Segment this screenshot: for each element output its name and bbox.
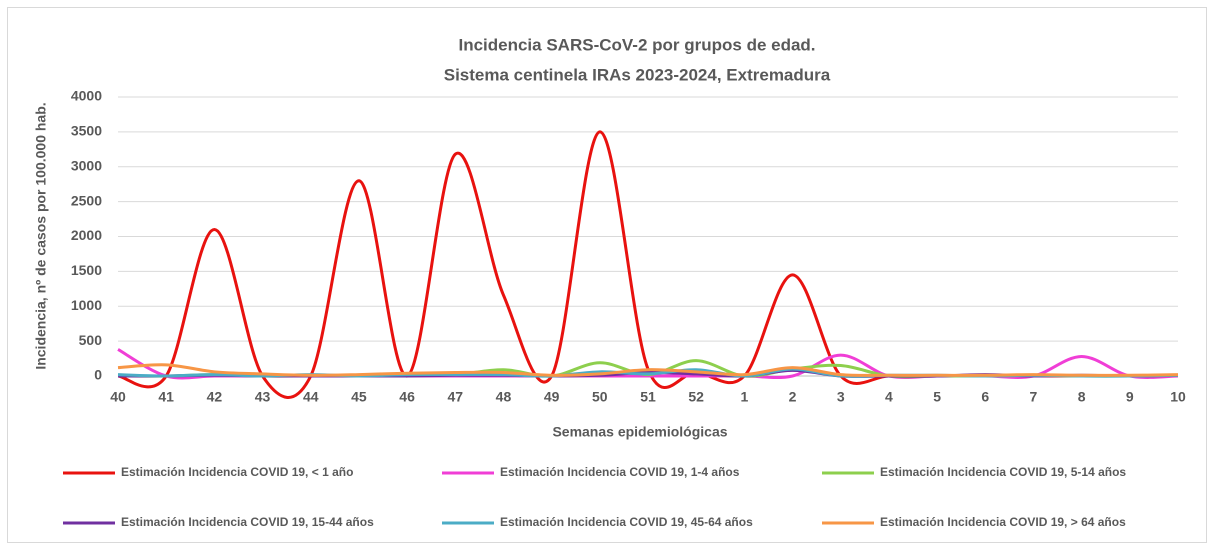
x-tick-label: 7	[1030, 389, 1038, 405]
y-tick-label: 3500	[71, 123, 102, 139]
series-line	[117, 363, 1179, 377]
legend-label: Estimación Incidencia COVID 19, 5-14 año…	[880, 465, 1126, 479]
x-tick-label: 50	[592, 389, 608, 405]
y-tick-label: 0	[94, 367, 102, 383]
x-tick-label: 48	[496, 389, 512, 405]
x-tick-label: 9	[1126, 389, 1134, 405]
x-tick-label: 2	[789, 389, 797, 405]
y-tick-label: 3000	[71, 157, 102, 173]
x-tick-label: 10	[1170, 389, 1186, 405]
y-axis-title: Incidencia, nº de casos por 100.000 hab.	[33, 102, 49, 369]
x-tick-label: 52	[688, 389, 704, 405]
x-tick-label: 42	[207, 389, 223, 405]
legend-label: Estimación Incidencia COVID 19, 1-4 años	[500, 465, 740, 479]
x-tick-label: 51	[640, 389, 656, 405]
y-tick-label: 2500	[71, 192, 102, 208]
x-tick-label: 44	[303, 389, 319, 405]
x-tick-label: 6	[981, 389, 989, 405]
legend-label: Estimación Incidencia COVID 19, 45-64 añ…	[500, 515, 753, 529]
legend-label: Estimación Incidencia COVID 19, 15-44 añ…	[121, 515, 374, 529]
x-tick-label: 46	[399, 389, 415, 405]
chart-title: Sistema centinela IRAs 2023-2024, Extrem…	[444, 65, 831, 84]
x-tick-label: 3	[837, 389, 845, 405]
x-tick-label: 8	[1078, 389, 1086, 405]
legend-label: Estimación Incidencia COVID 19, > 64 año…	[880, 515, 1126, 529]
chart-title: Incidencia SARS-CoV-2 por grupos de edad…	[458, 35, 815, 54]
y-tick-label: 1500	[71, 262, 102, 278]
y-tick-label: 1000	[71, 297, 102, 313]
x-axis-title: Semanas epidemiológicas	[552, 424, 727, 440]
x-tick-label: 43	[255, 389, 271, 405]
x-tick-label: 41	[158, 389, 174, 405]
x-tick-label: 1	[740, 389, 748, 405]
x-tick-label: 45	[351, 389, 367, 405]
y-tick-label: 4000	[71, 88, 102, 104]
legend-label: Estimación Incidencia COVID 19, < 1 año	[121, 465, 353, 479]
x-tick-label: 40	[110, 389, 126, 405]
x-tick-label: 5	[933, 389, 941, 405]
x-tick-label: 4	[885, 389, 893, 405]
x-tick-label: 47	[447, 389, 463, 405]
x-tick-label: 49	[544, 389, 560, 405]
y-tick-label: 2000	[71, 227, 102, 243]
y-tick-label: 500	[79, 332, 103, 348]
chart-frame	[7, 7, 1207, 543]
